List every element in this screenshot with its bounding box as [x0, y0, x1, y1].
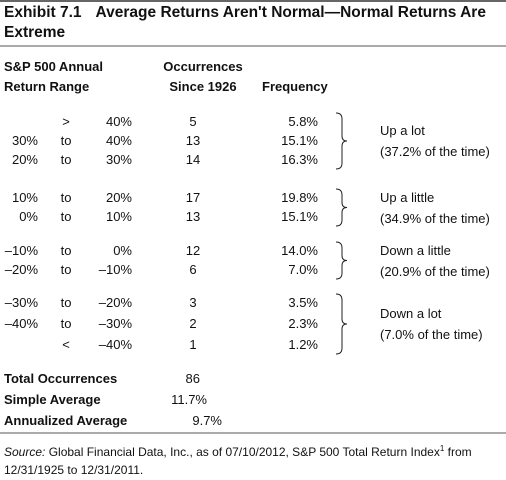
total-value: 11.7%: [171, 392, 207, 407]
range-sep: to: [60, 243, 72, 258]
brace: [335, 241, 348, 280]
range-high: 40%: [105, 133, 132, 148]
frequency: 2.3%: [288, 316, 318, 331]
range-low: –10%: [4, 243, 38, 258]
range-low: 20%: [11, 152, 38, 167]
frequency: 15.1%: [281, 209, 318, 224]
title-text: Average Returns Aren't Normal—Normal Ret…: [4, 4, 486, 41]
total-label: Simple Average: [4, 392, 101, 407]
title: Exhibit 7.1 Average Returns Aren't Normal…: [4, 3, 494, 43]
source-continuation: from 12/31/1925 to 12/31/2011.: [4, 445, 472, 477]
group-label: Up a lot: [380, 123, 425, 138]
column-header: Since 1926: [169, 79, 237, 94]
range-high: –20%: [98, 295, 132, 310]
range-sep: to: [60, 295, 72, 310]
occurrences: 13: [185, 133, 201, 148]
range-high: –40%: [98, 337, 132, 352]
group-note: (20.9% of the time): [380, 263, 490, 279]
column-header: Frequency: [262, 79, 328, 94]
frequency: 19.8%: [281, 190, 318, 205]
range-low: 0%: [19, 209, 38, 224]
range-low: 30%: [11, 133, 38, 148]
brace: [335, 293, 348, 355]
group-label: Down a lot: [380, 306, 442, 321]
brace: [335, 188, 348, 227]
occurrences: 12: [185, 243, 201, 258]
range-high: 40%: [105, 114, 132, 129]
occurrences: 17: [185, 190, 201, 205]
occurrences: 14: [185, 152, 201, 167]
column-header: Occurrences: [163, 59, 243, 74]
range-high: 0%: [113, 243, 132, 258]
source-label: Source:: [4, 445, 46, 459]
range-high: –30%: [98, 316, 132, 331]
frequency: 15.1%: [281, 133, 318, 148]
occurrences: 2: [189, 316, 197, 331]
range-low: –30%: [4, 295, 38, 310]
range-sep: to: [60, 209, 72, 224]
frequency: 1.2%: [288, 337, 318, 352]
superscript: 1: [439, 444, 445, 453]
occurrences: 6: [189, 262, 197, 277]
range-sep: >: [62, 114, 70, 129]
frequency: 14.0%: [281, 243, 318, 258]
range-high: 10%: [105, 209, 132, 224]
frequency: 7.0%: [288, 262, 318, 277]
range-sep: to: [60, 133, 72, 148]
exhibit: Exhibit 7.1: [4, 4, 82, 21]
range-high: 30%: [105, 152, 132, 167]
occurrences: 5: [189, 114, 197, 129]
occurrences: 3: [189, 295, 197, 310]
range-sep: to: [60, 152, 72, 167]
range-low: 10%: [11, 190, 38, 205]
group-label: Up a little: [380, 189, 435, 205]
total-value: 9.7%: [192, 413, 222, 428]
brace: [335, 112, 348, 170]
frequency: 16.3%: [281, 152, 318, 167]
column-header: S&P 500 Annual: [4, 59, 103, 74]
total-label: Annualized Average: [4, 413, 128, 428]
range-high: 20%: [105, 190, 132, 205]
range-high: –10%: [98, 262, 132, 277]
group-note: (34.9% of the time): [380, 210, 490, 226]
occurrences: 1: [189, 337, 197, 352]
group-label: Down a little: [380, 242, 451, 258]
column-header: Return Range: [4, 79, 90, 94]
range-sep: to: [60, 190, 72, 205]
group-note: (7.0% of the time): [380, 327, 483, 342]
occurrences: 13: [185, 209, 201, 224]
total-value: 86: [185, 371, 200, 386]
range-low: –20%: [4, 262, 38, 277]
total-label: Total Occurrences: [4, 371, 118, 386]
source-text: Global Financial Data, Inc., as of 07/10…: [48, 445, 440, 459]
frequency: 5.8%: [288, 114, 318, 129]
range-sep: to: [60, 262, 72, 277]
group-note: (37.2% of the time): [380, 144, 490, 159]
range-sep: <: [62, 337, 70, 352]
range-low: –40%: [4, 316, 38, 331]
source: Source: Global Financial Data, Inc., as …: [4, 440, 494, 479]
range-sep: to: [60, 316, 72, 331]
frequency: 3.5%: [288, 295, 318, 310]
